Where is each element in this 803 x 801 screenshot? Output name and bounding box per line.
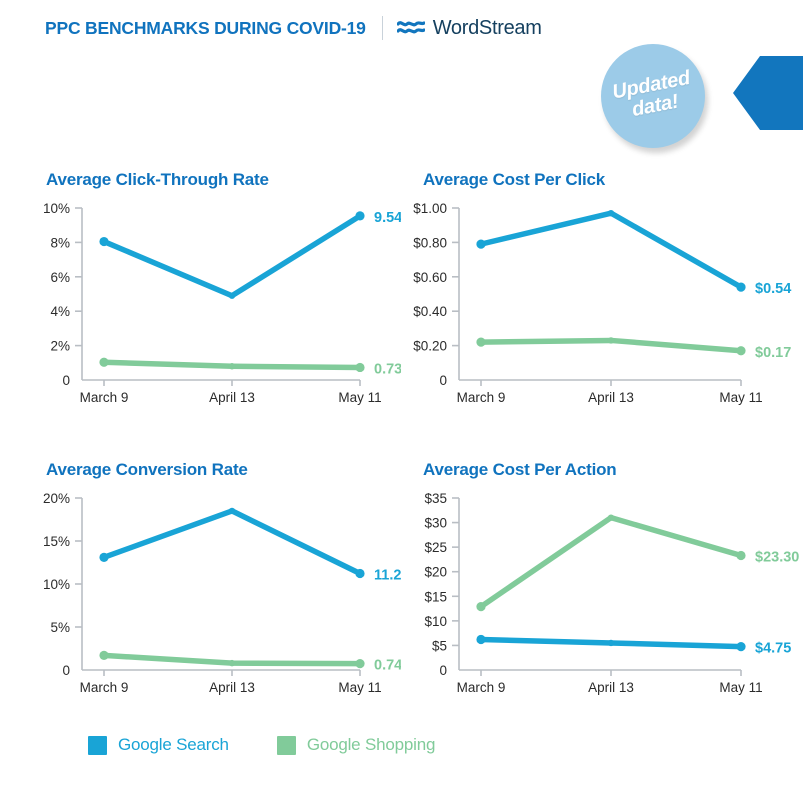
wordstream-logo: WordStream [396,16,542,40]
svg-text:11.22%: 11.22% [374,568,401,584]
svg-text:0: 0 [439,373,447,388]
page-title: Retail [107,68,217,117]
legend-item-google-shopping: Google Shopping [276,735,436,755]
svg-text:March 9: March 9 [80,680,129,695]
svg-text:4%: 4% [50,304,70,319]
svg-text:May 11: May 11 [338,390,381,405]
brand-name: WordStream [432,16,542,39]
legend-swatch-icon [276,735,296,755]
svg-text:$0.80: $0.80 [413,235,447,250]
svg-text:$10: $10 [424,614,447,629]
svg-text:March 9: March 9 [457,390,506,405]
svg-text:0.73%: 0.73% [374,361,401,377]
chart-title: Average Cost Per Action [423,460,617,479]
chart-panel-conversion-rate: Average Conversion Rate 0 5% 10% 15% 20% Marc… [0,440,401,730]
svg-text:May 11: May 11 [719,390,762,405]
charts-grid: Average Click-Through Rate 0 2% 4% 6% 8% 10% M… [0,150,803,730]
svg-text:April 13: April 13 [588,390,634,405]
svg-text:March 9: March 9 [457,680,506,695]
svg-text:$23.30: $23.30 [755,549,799,565]
svg-text:$0.20: $0.20 [413,339,447,354]
svg-text:$25: $25 [424,540,447,555]
svg-text:6%: 6% [50,270,70,285]
chart-panel-ctr: Average Click-Through Rate 0 2% 4% 6% 8% 10% M… [0,150,401,440]
svg-text:March 9: March 9 [80,390,129,405]
svg-text:$1.00: $1.00 [413,201,447,216]
svg-text:20%: 20% [43,491,70,506]
chart-panel-cpc: Average Cost Per Click 0 $0.20 $0.40 $0.60 $… [401,150,802,440]
chart-plot-cpa: 0 $5 $10 $15 $20 $25 $30 $35 March 9 April 13 May … [424,491,799,695]
svg-text:April 13: April 13 [209,390,255,405]
page-header: PPC BENCHMARKS DURING COVID-19 WordStrea… [0,0,803,56]
svg-text:$0.60: $0.60 [413,270,447,285]
svg-text:$35: $35 [424,491,447,506]
legend-item-google-search: Google Search [88,735,229,755]
storefront-icon [48,76,86,112]
wave-icon [396,21,425,34]
svg-text:0.74%: 0.74% [374,658,401,674]
chart-title: Average Click-Through Rate [46,170,269,189]
svg-text:9.54%: 9.54% [374,210,401,226]
svg-text:0: 0 [439,663,447,678]
svg-text:$4.75: $4.75 [755,641,791,657]
svg-text:15%: 15% [43,534,70,549]
chart-legend: Google Search Google Shopping [0,735,803,755]
svg-text:April 13: April 13 [209,680,255,695]
svg-text:May 11: May 11 [719,680,762,695]
svg-text:$0.54: $0.54 [755,281,791,297]
svg-text:April 13: April 13 [588,680,634,695]
svg-text:$0.17: $0.17 [755,345,791,361]
header-kicker: PPC BENCHMARKS DURING COVID-19 [45,17,366,38]
chart-panel-cpa: Average Cost Per Action 0 $5 $10 $15 $20 $25 $… [401,440,802,730]
updated-data-badge: Updated data! [601,44,705,148]
svg-text:$15: $15 [424,589,447,604]
svg-text:10%: 10% [43,201,70,216]
svg-text:0: 0 [62,663,70,678]
svg-text:May 11: May 11 [338,680,381,695]
chart-title: Average Conversion Rate [46,460,248,479]
svg-text:$30: $30 [424,516,447,531]
svg-text:8%: 8% [50,235,70,250]
chart-plot-conversion-rate: 0 5% 10% 15% 20% March 9 April 13 May 11 11.22% 0… [43,491,401,695]
svg-text:$20: $20 [424,565,447,580]
svg-text:2%: 2% [50,339,70,354]
chart-title: Average Cost Per Click [423,170,606,189]
legend-label: Google Search [118,735,229,754]
svg-text:$0.40: $0.40 [413,304,447,319]
legend-swatch-icon [88,735,107,755]
svg-text:$5: $5 [432,638,447,653]
chart-plot-cpc: 0 $0.20 $0.40 $0.60 $0.80 $1.00 March 9 April 1… [413,201,791,405]
chart-plot-ctr: 0 2% 4% 6% 8% 10% March 9 April 13 May 11 9.54% 0.… [43,201,401,405]
svg-text:0: 0 [62,373,70,388]
legend-label: Google Shopping [306,735,436,754]
svg-text:10%: 10% [43,577,70,592]
header-divider [381,16,383,40]
svg-text:5%: 5% [50,620,70,635]
